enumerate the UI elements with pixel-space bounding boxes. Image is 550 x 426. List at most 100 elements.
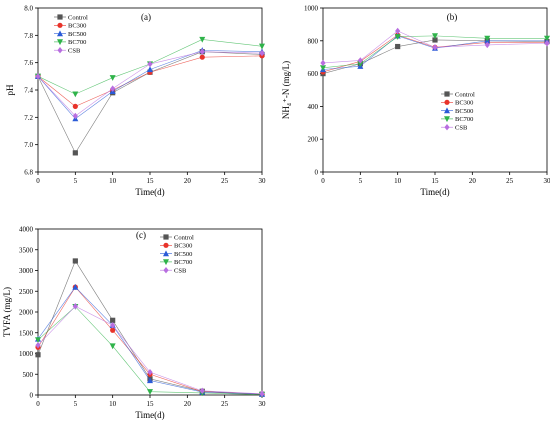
- y-axis-label: TVFA (mg/L): [2, 287, 12, 337]
- data-point-bc700: [544, 35, 550, 42]
- panel-label: (c): [136, 230, 146, 240]
- data-point-bc700: [109, 75, 116, 81]
- data-point-csb: [147, 368, 153, 376]
- data-point-csb: [320, 59, 326, 67]
- y-tick-label: 1000: [19, 350, 34, 358]
- x-tick-label: 30: [544, 177, 550, 185]
- x-tick-label: 0: [36, 177, 40, 185]
- legend-marker: [57, 22, 63, 28]
- x-tick-label: 20: [469, 177, 477, 185]
- data-point-control: [72, 258, 78, 264]
- legend-label: BC700: [455, 116, 473, 123]
- series-line-bc700: [37, 39, 263, 95]
- data-point-csb: [432, 44, 438, 51]
- data-point-csb: [395, 27, 401, 35]
- x-tick-label: 10: [394, 177, 402, 185]
- y-tick-label: 0: [30, 392, 34, 400]
- legend-label: BC500: [68, 31, 86, 38]
- y-tick-label: 500: [23, 371, 34, 379]
- data-point-bc500: [147, 66, 153, 73]
- data-point-csb: [357, 57, 363, 64]
- legend-marker: [163, 234, 169, 240]
- legend-label: BC500: [174, 251, 192, 258]
- data-point-csb: [259, 390, 265, 397]
- legend-marker: [57, 47, 63, 54]
- y-tick-label: 7.6: [24, 59, 33, 67]
- y-tick-label: 4000: [19, 226, 34, 234]
- y-tick-label: 7.8: [24, 32, 33, 40]
- x-tick-label: 25: [221, 177, 229, 185]
- legend-marker: [444, 107, 450, 114]
- data-point-bc700: [484, 35, 491, 42]
- data-point-csb: [259, 49, 265, 57]
- x-tick-label: 30: [259, 177, 267, 185]
- legend-marker: [163, 259, 169, 266]
- legend-label: Control: [68, 14, 88, 21]
- data-point-bc700: [147, 389, 153, 395]
- chart-panel-3: 0 5 10 15 20 25 30 0 500 1000 1500 2000 2500 3000 3500…: [2, 226, 266, 421]
- data-point-control: [395, 43, 401, 50]
- series-line-bc300: [322, 34, 547, 73]
- legend-label: CSB: [68, 48, 81, 55]
- data-point-csb: [544, 40, 550, 47]
- data-point-bc300: [199, 54, 205, 60]
- series-line-bc500: [37, 50, 263, 120]
- legend-marker: [444, 91, 450, 97]
- x-tick-label: 20: [184, 400, 192, 408]
- data-point-csb: [110, 322, 116, 329]
- legend-marker: [57, 39, 63, 46]
- y-tick-label: 1500: [19, 329, 34, 337]
- y-tick-label: 2000: [19, 309, 34, 317]
- series-line-csb: [37, 305, 263, 395]
- y-tick-label: 600: [308, 70, 319, 78]
- legend-marker: [444, 124, 450, 131]
- y-axis-label: NH₄⁺-N (mg/L): [281, 61, 291, 119]
- data-point-bc500: [147, 377, 153, 384]
- x-tick-label: 0: [36, 400, 40, 408]
- legend-marker: [163, 250, 169, 257]
- legend-label: BC500: [455, 108, 473, 115]
- y-tick-label: 3500: [19, 246, 34, 254]
- series-line-bc700: [37, 306, 263, 395]
- y-tick-label: 0: [315, 169, 319, 177]
- y-tick-label: 8.0: [24, 5, 33, 13]
- data-point-csb: [35, 73, 41, 80]
- panel-label: (b): [447, 12, 458, 22]
- legend-marker: [57, 14, 63, 20]
- panel-label: (a): [141, 12, 151, 22]
- x-tick-label: 15: [432, 177, 440, 185]
- data-point-bc700: [320, 65, 326, 72]
- data-point-bc700: [259, 43, 265, 50]
- data-point-bc700: [199, 36, 206, 43]
- x-axis-label: Time(d): [135, 187, 164, 197]
- x-tick-label: 30: [259, 400, 267, 408]
- series-line-bc700: [322, 35, 547, 69]
- chart-panel-1: 0 5 10 15 20 25 30 6.8 7.0 7.2 7.4 7.6 7.8 8.0 Time(d)…: [5, 5, 266, 198]
- x-axis-label: Time(d): [135, 410, 164, 420]
- y-tick-label: 7.4: [24, 87, 33, 95]
- legend-marker: [163, 242, 169, 248]
- legend-marker: [444, 116, 450, 123]
- chart-panel-2: 0 5 10 15 20 25 30 0 200 400 600 800 1000 Time(d) NH₄⁺…: [281, 5, 550, 197]
- y-tick-label: 800: [308, 37, 319, 45]
- y-tick-label: 400: [308, 103, 319, 111]
- y-tick-label: 2500: [19, 288, 34, 296]
- x-tick-label: 0: [321, 177, 325, 185]
- legend-label: CSB: [455, 125, 468, 132]
- data-point-bc300: [72, 103, 78, 109]
- data-point-control: [110, 317, 116, 323]
- data-point-csb: [72, 112, 78, 120]
- series-line-bc500: [37, 286, 263, 395]
- legend-label: Control: [455, 91, 475, 98]
- x-axis-label: Time(d): [420, 187, 449, 197]
- legend-label: BC300: [68, 23, 86, 30]
- y-tick-label: 7.0: [24, 141, 33, 149]
- legend-label: BC700: [174, 259, 192, 266]
- x-tick-label: 15: [147, 400, 155, 408]
- data-point-bc300: [110, 327, 116, 333]
- x-tick-label: 20: [184, 177, 192, 185]
- y-tick-label: 7.2: [24, 114, 33, 122]
- data-point-csb: [35, 342, 41, 349]
